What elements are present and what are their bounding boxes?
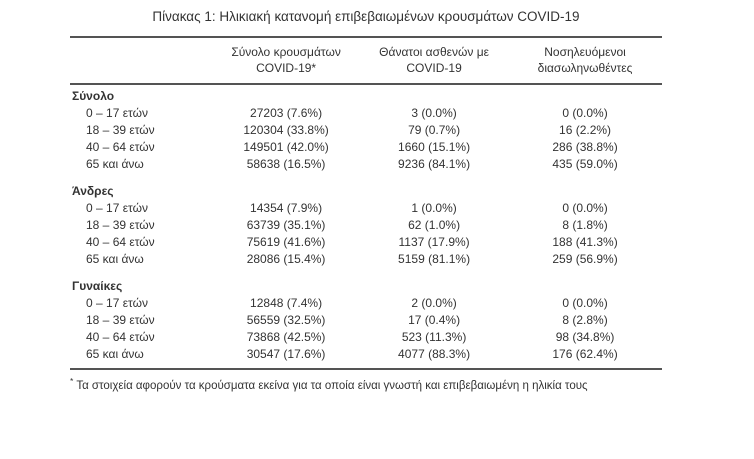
table-row: 0 – 17 ετών 27203 (7.6%) 3 (0.0%) 0 (0.0… (70, 105, 662, 122)
table-row: 40 – 64 ετών 75619 (41.6%) 1137 (17.9%) … (70, 234, 662, 251)
table-row: 18 – 39 ετών 56559 (32.5%) 17 (0.4%) 8 (… (70, 312, 662, 329)
age-label-cell: 18 – 39 ετών (86, 218, 155, 232)
cases-cell: 30547 (17.6%) (246, 347, 326, 361)
intubated-cell: 435 (59.0%) (552, 157, 618, 171)
column-header-cases: Σύνολο κρουσμάτων COVID-19* (231, 45, 341, 75)
table-row: 0 – 17 ετών 12848 (7.4%) 2 (0.0%) 0 (0.0… (70, 295, 662, 312)
table-row: 18 – 39 ετών 63739 (35.1%) 62 (1.0%) 8 (… (70, 217, 662, 234)
age-label-cell: 40 – 64 ετών (86, 235, 155, 249)
table-row: 40 – 64 ετών 149501 (42.0%) 1660 (15.1%)… (70, 139, 662, 156)
deaths-cell: 4077 (88.3%) (398, 347, 471, 361)
age-label-cell: 0 – 17 ετών (86, 296, 148, 310)
deaths-cell: 1660 (15.1%) (398, 140, 471, 154)
table-row: 65 και άνω 58638 (16.5%) 9236 (84.1%) 43… (70, 156, 662, 173)
deaths-cell: 523 (11.3%) (401, 330, 467, 344)
age-label-cell: 0 – 17 ετών (86, 106, 148, 120)
age-label-cell: 0 – 17 ετών (86, 201, 148, 215)
table-row: 0 – 17 ετών 14354 (7.9%) 1 (0.0%) 0 (0.0… (70, 200, 662, 217)
deaths-cell: 1137 (17.9%) (398, 235, 470, 249)
deaths-cell: 17 (0.4%) (408, 313, 461, 327)
intubated-cell: 0 (0.0%) (562, 296, 608, 310)
deaths-cell: 1 (0.0%) (411, 201, 457, 215)
age-label-cell: 65 και άνω (86, 347, 144, 361)
table-header: Σύνολο κρουσμάτων COVID-19* Θάνατοι ασθε… (70, 37, 662, 84)
age-label-cell: 65 και άνω (86, 252, 144, 266)
intubated-cell: 286 (38.8%) (552, 140, 618, 154)
section-header-total: Σύνολο (72, 89, 115, 103)
table-row: 40 – 64 ετών 73868 (42.5%) 523 (11.3%) 9… (70, 329, 662, 346)
intubated-cell: 16 (2.2%) (559, 123, 612, 137)
cases-cell: 14354 (7.9%) (250, 201, 323, 215)
age-label-cell: 65 και άνω (86, 157, 144, 171)
age-label-cell: 18 – 39 ετών (86, 123, 155, 137)
cases-cell: 149501 (42.0%) (243, 140, 329, 154)
age-label-cell: 18 – 39 ετών (86, 313, 155, 327)
footnote-marker: * (70, 376, 74, 386)
deaths-cell: 5159 (81.1%) (398, 252, 471, 266)
table-row: 65 και άνω 30547 (17.6%) 4077 (88.3%) 17… (70, 346, 662, 369)
cases-cell: 73868 (42.5%) (246, 330, 326, 344)
cases-cell: 75619 (41.6%) (246, 235, 326, 249)
section-header-women: Γυναίκες (72, 279, 123, 293)
cases-cell: 120304 (33.8%) (243, 123, 329, 137)
cases-cell: 27203 (7.6%) (250, 106, 323, 120)
table-row: 65 και άνω 28086 (15.4%) 5159 (81.1%) 25… (70, 251, 662, 268)
covid-age-distribution-table: Σύνολο κρουσμάτων COVID-19* Θάνατοι ασθε… (70, 36, 662, 370)
cases-cell: 58638 (16.5%) (246, 157, 326, 171)
age-label-cell: 40 – 64 ετών (86, 330, 155, 344)
page-title: Πίνακας 1: Ηλικιακή κατανομή επιβεβαιωμέ… (152, 9, 580, 24)
deaths-cell: 3 (0.0%) (411, 106, 457, 120)
table-block: Πίνακας 1: Ηλικιακή κατανομή επιβεβαιωμέ… (70, 0, 662, 394)
deaths-cell: 62 (1.0%) (408, 218, 461, 232)
deaths-cell: 2 (0.0%) (411, 296, 457, 310)
deaths-cell: 9236 (84.1%) (398, 157, 471, 171)
cases-cell: 63739 (35.1%) (246, 218, 326, 232)
empty-header-cell (70, 37, 212, 84)
cases-cell: 56559 (32.5%) (246, 313, 326, 327)
intubated-cell: 0 (0.0%) (562, 201, 608, 215)
table-body: Σύνολο 0 – 17 ετών 27203 (7.6%) 3 (0.0%)… (70, 84, 662, 369)
intubated-cell: 0 (0.0%) (562, 106, 608, 120)
table-row: 18 – 39 ετών 120304 (33.8%) 79 (0.7%) 16… (70, 122, 662, 139)
column-header-intubated: Νοσηλευόμενοι διασωληνωθέντες (537, 45, 633, 75)
table-footnote: * Τα στοιχεία αφορούν τα κρούσματα εκείν… (70, 374, 662, 394)
intubated-cell: 188 (41.3%) (552, 235, 618, 249)
intubated-cell: 98 (34.8%) (555, 330, 615, 344)
deaths-cell: 79 (0.7%) (408, 123, 461, 137)
header-row: Σύνολο κρουσμάτων COVID-19* Θάνατοι ασθε… (70, 37, 662, 84)
cases-cell: 28086 (15.4%) (246, 252, 326, 266)
footnote-text: Τα στοιχεία αφορούν τα κρούσματα εκείνα … (76, 379, 588, 392)
cases-cell: 12848 (7.4%) (250, 296, 323, 310)
intubated-cell: 259 (56.9%) (552, 252, 618, 266)
age-label-cell: 40 – 64 ετών (86, 140, 155, 154)
intubated-cell: 8 (1.8%) (562, 218, 608, 232)
section-header-men: Άνδρες (72, 184, 114, 198)
column-header-deaths: Θάνατοι ασθενών με COVID-19 (379, 45, 489, 75)
intubated-cell: 176 (62.4%) (552, 347, 618, 361)
intubated-cell: 8 (2.8%) (562, 313, 608, 327)
